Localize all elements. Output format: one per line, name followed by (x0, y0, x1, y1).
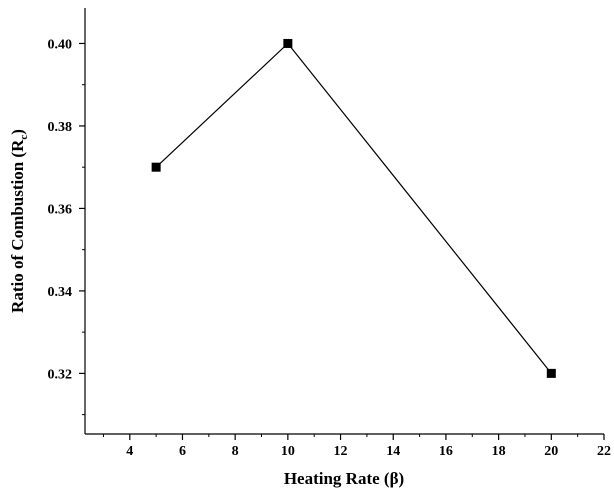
y-ticks: 0.32 0.34 0.36 0.38 0.40 (48, 37, 85, 416)
y-tick-label: 0.32 (48, 367, 73, 382)
x-tick-label: 20 (544, 444, 558, 459)
data-point-marker (151, 162, 161, 172)
x-tick-label: 22 (597, 444, 611, 459)
x-tick-label: 16 (439, 444, 453, 459)
data-point-marker (546, 368, 556, 378)
x-tick-label: 18 (492, 444, 506, 459)
x-tick-label: 10 (281, 444, 295, 459)
data-point-marker (283, 38, 293, 48)
x-tick-label: 14 (386, 444, 400, 459)
y-tick-label: 0.40 (48, 37, 73, 52)
y-axis-title-main: Ratio of Combustion (R (8, 139, 27, 313)
x-axis-title: Heating Rate (β) (284, 469, 404, 488)
y-tick-label: 0.36 (48, 202, 73, 217)
x-tick-label: 6 (179, 444, 186, 459)
plot-frame (84, 8, 604, 435)
x-tick-label: 4 (126, 444, 133, 459)
x-ticks: 4 6 8 10 12 14 16 18 20 22 (102, 434, 611, 459)
y-axis-title: Ratio of Combustion (Rc) (8, 129, 30, 313)
series-line (155, 42, 552, 374)
x-tick-label: 8 (232, 444, 239, 459)
y-tick-label: 0.38 (48, 120, 73, 135)
y-axis-title-sub: c (18, 135, 30, 140)
x-tick-label: 12 (334, 444, 348, 459)
y-axis-title-close: ) (8, 129, 27, 135)
series-layer (151, 38, 556, 378)
y-tick-label: 0.34 (48, 285, 73, 300)
